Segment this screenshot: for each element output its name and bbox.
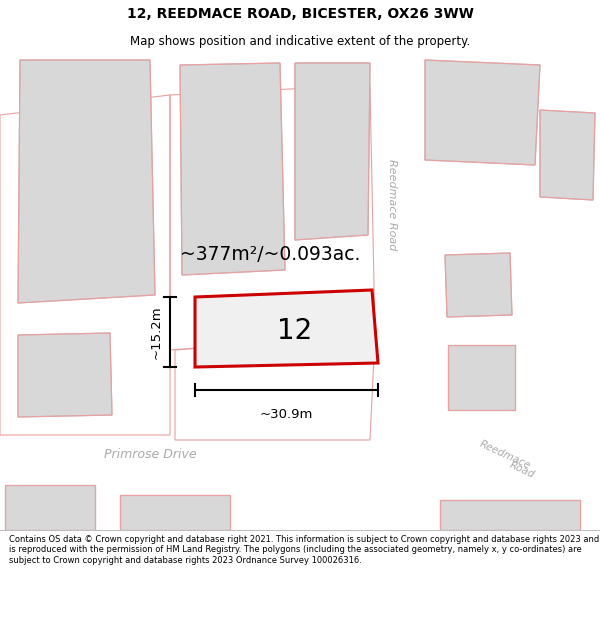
Polygon shape xyxy=(5,485,95,530)
Text: Primrose Drive: Primrose Drive xyxy=(104,449,196,461)
Polygon shape xyxy=(540,110,595,200)
Polygon shape xyxy=(448,345,515,410)
Polygon shape xyxy=(425,60,540,165)
Polygon shape xyxy=(445,253,512,317)
Polygon shape xyxy=(18,333,112,417)
Text: ~30.9m: ~30.9m xyxy=(260,408,313,421)
Text: Contains OS data © Crown copyright and database right 2021. This information is : Contains OS data © Crown copyright and d… xyxy=(9,535,599,564)
Polygon shape xyxy=(120,495,230,530)
Text: ~15.2m: ~15.2m xyxy=(149,305,163,359)
Polygon shape xyxy=(295,63,370,240)
Text: ~377m²/~0.093ac.: ~377m²/~0.093ac. xyxy=(180,246,360,264)
Text: Reedmace Road: Reedmace Road xyxy=(387,159,397,251)
Polygon shape xyxy=(0,440,370,475)
Polygon shape xyxy=(18,60,155,303)
Text: 12: 12 xyxy=(277,318,313,345)
Text: Map shows position and indicative extent of the property.: Map shows position and indicative extent… xyxy=(130,35,470,48)
Polygon shape xyxy=(390,445,530,500)
Polygon shape xyxy=(440,500,580,530)
Polygon shape xyxy=(320,55,450,530)
Text: 12, REEDMACE ROAD, BICESTER, OX26 3WW: 12, REEDMACE ROAD, BICESTER, OX26 3WW xyxy=(127,7,473,21)
Polygon shape xyxy=(195,290,378,367)
Text: Reedmace: Reedmace xyxy=(478,439,532,471)
Text: Road: Road xyxy=(508,460,536,480)
Polygon shape xyxy=(180,63,285,275)
